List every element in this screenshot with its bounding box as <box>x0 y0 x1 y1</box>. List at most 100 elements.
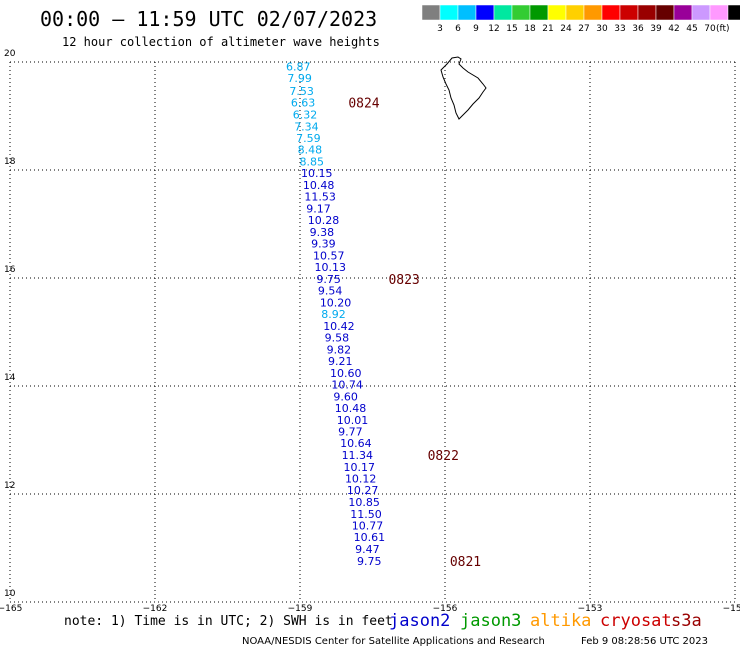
wave-height-point: 9.75 <box>316 273 341 286</box>
colorbar-tick-label: 6 <box>455 24 461 34</box>
wave-height-point: 9.54 <box>318 284 343 297</box>
axis-tick-labels: −165 −162 −159 −156 −153 −150 10 12 14 16 18 20 <box>0 49 740 614</box>
colorbar-tick-label: 24 <box>560 24 572 34</box>
colorbar-tick-label: 27 <box>578 24 589 34</box>
colorbar-tick-label: 42 <box>668 24 679 34</box>
colorbar-tick-label: 18 <box>524 24 536 34</box>
colorbar-swatch <box>529 4 549 21</box>
x-tick-label: −153 <box>578 604 603 614</box>
wave-height-point: 10.64 <box>340 437 372 450</box>
colorbar-swatch <box>421 4 441 21</box>
colorbar-swatch <box>673 4 693 21</box>
wave-height-point: 7.59 <box>296 132 321 145</box>
x-tick-label: −159 <box>288 604 313 614</box>
wave-height-point: 9.17 <box>306 202 331 215</box>
wave-height-point: 10.01 <box>337 414 369 427</box>
wave-height-point: 10.28 <box>308 214 340 227</box>
wave-height-point: 10.48 <box>335 402 367 415</box>
colorbar-tick-label: 45 <box>686 24 697 34</box>
colorbar-swatch <box>727 4 740 21</box>
colorbar-tick-label: 33 <box>614 24 625 34</box>
wave-height-point: 7.34 <box>294 120 319 133</box>
pass-time-label: 0824 <box>348 97 379 112</box>
wave-height-point: 11.53 <box>304 190 336 203</box>
wave-height-point: 9.82 <box>327 343 352 356</box>
footer-timestamp: Feb 9 08:28:56 UTC 2023 <box>581 636 708 647</box>
colorbar-tick-label: 9 <box>473 24 479 34</box>
colorbar-tick-label: 70 <box>704 24 716 34</box>
wave-height-point: 9.47 <box>355 543 380 556</box>
wave-height-point: 9.38 <box>310 226 335 239</box>
wave-height-point: 9.75 <box>357 555 382 568</box>
chart-title: 00:00 – 11:59 UTC 02/07/2023 <box>40 7 377 31</box>
satellite-legend-s3a: s3a <box>671 611 702 631</box>
colorbar-tick-label: 15 <box>506 24 517 34</box>
satellite-legend-jason3: jason3 <box>460 611 521 631</box>
colorbar-swatch <box>655 4 675 21</box>
y-tick-label: 14 <box>4 373 16 383</box>
wave-height-point: 10.77 <box>352 519 384 532</box>
colorbar-swatch <box>475 4 495 21</box>
y-tick-label: 18 <box>4 157 16 167</box>
wave-height-point: 10.17 <box>344 461 376 474</box>
wave-height-point: 10.13 <box>315 261 347 274</box>
colorbar-swatch <box>565 4 585 21</box>
grid-lines <box>9 61 736 603</box>
y-tick-label: 12 <box>4 481 15 491</box>
colorbar-swatch <box>583 4 603 21</box>
wave-height-point: 10.74 <box>331 378 363 391</box>
wave-height-point: 9.39 <box>311 237 336 250</box>
colorbar-tick-label: 39 <box>650 24 662 34</box>
x-tick-label: −162 <box>143 604 168 614</box>
satellite-legend-cryosat: cryosat <box>600 611 672 631</box>
colorbar-swatch <box>511 4 531 21</box>
satellite-legend: jason2 jason3 altika cryosat s3a <box>389 611 702 631</box>
wave-height-point: 6.63 <box>291 97 316 110</box>
wave-height-point: 10.85 <box>348 496 380 509</box>
y-tick-label: 20 <box>4 49 16 59</box>
data-points: 6.877.997.536.636.327.347.598.488.8510.1… <box>286 60 385 568</box>
colorbar-swatch <box>601 4 621 21</box>
wave-height-point: 10.57 <box>313 249 345 262</box>
wave-height-point: 9.77 <box>338 425 363 438</box>
wave-height-point: 7.99 <box>287 72 312 85</box>
colorbar-swatch <box>457 4 477 21</box>
wave-height-point: 10.61 <box>354 531 386 544</box>
x-tick-label: −156 <box>433 604 458 614</box>
wave-height-point: 10.15 <box>301 167 333 180</box>
y-tick-label: 16 <box>4 265 16 275</box>
wave-height-point: 6.32 <box>293 108 318 121</box>
satellite-legend-altika: altika <box>530 611 591 631</box>
colorbar-swatch <box>709 4 729 21</box>
colorbar-swatch <box>637 4 657 21</box>
wave-height-point: 10.12 <box>345 472 377 485</box>
wave-height-point: 9.58 <box>325 331 350 344</box>
x-tick-label: −165 <box>0 604 22 614</box>
colorbar-swatch <box>547 4 567 21</box>
wave-height-point: 9.21 <box>328 355 353 368</box>
wave-height-point: 10.48 <box>303 179 335 192</box>
colorbar-swatch <box>439 4 459 21</box>
colorbar: 3 6 9 12 15 18 21 24 27 30 33 36 39 42 45 70 (ft) <box>421 4 740 34</box>
wave-height-point: 8.92 <box>321 308 346 321</box>
colorbar-tick-label: 21 <box>542 24 553 34</box>
colorbar-tick-label: 3 <box>437 24 443 34</box>
colorbar-swatch <box>619 4 639 21</box>
hawaii-coastline <box>440 56 487 120</box>
wave-height-point: 8.48 <box>298 143 323 156</box>
wave-height-point: 8.85 <box>300 155 325 168</box>
footer-note: note: 1) Time is in UTC; 2) SWH is in fe… <box>64 614 393 629</box>
wave-height-point: 9.60 <box>333 390 358 403</box>
pass-time-label: 0822 <box>428 449 459 464</box>
colorbar-unit: (ft) <box>716 24 730 34</box>
wave-height-point: 10.27 <box>347 484 379 497</box>
y-tick-label: 10 <box>4 589 16 599</box>
pass-time-label: 0823 <box>388 273 419 288</box>
time-labels: 0824 0823 0822 0821 <box>348 97 481 570</box>
wave-height-point: 6.87 <box>286 60 311 73</box>
colorbar-swatch <box>493 4 513 21</box>
footer-credit: NOAA/NESDIS Center for Satellite Applica… <box>242 636 545 647</box>
pass-time-label: 0821 <box>450 555 481 570</box>
wave-height-point: 10.42 <box>323 320 355 333</box>
